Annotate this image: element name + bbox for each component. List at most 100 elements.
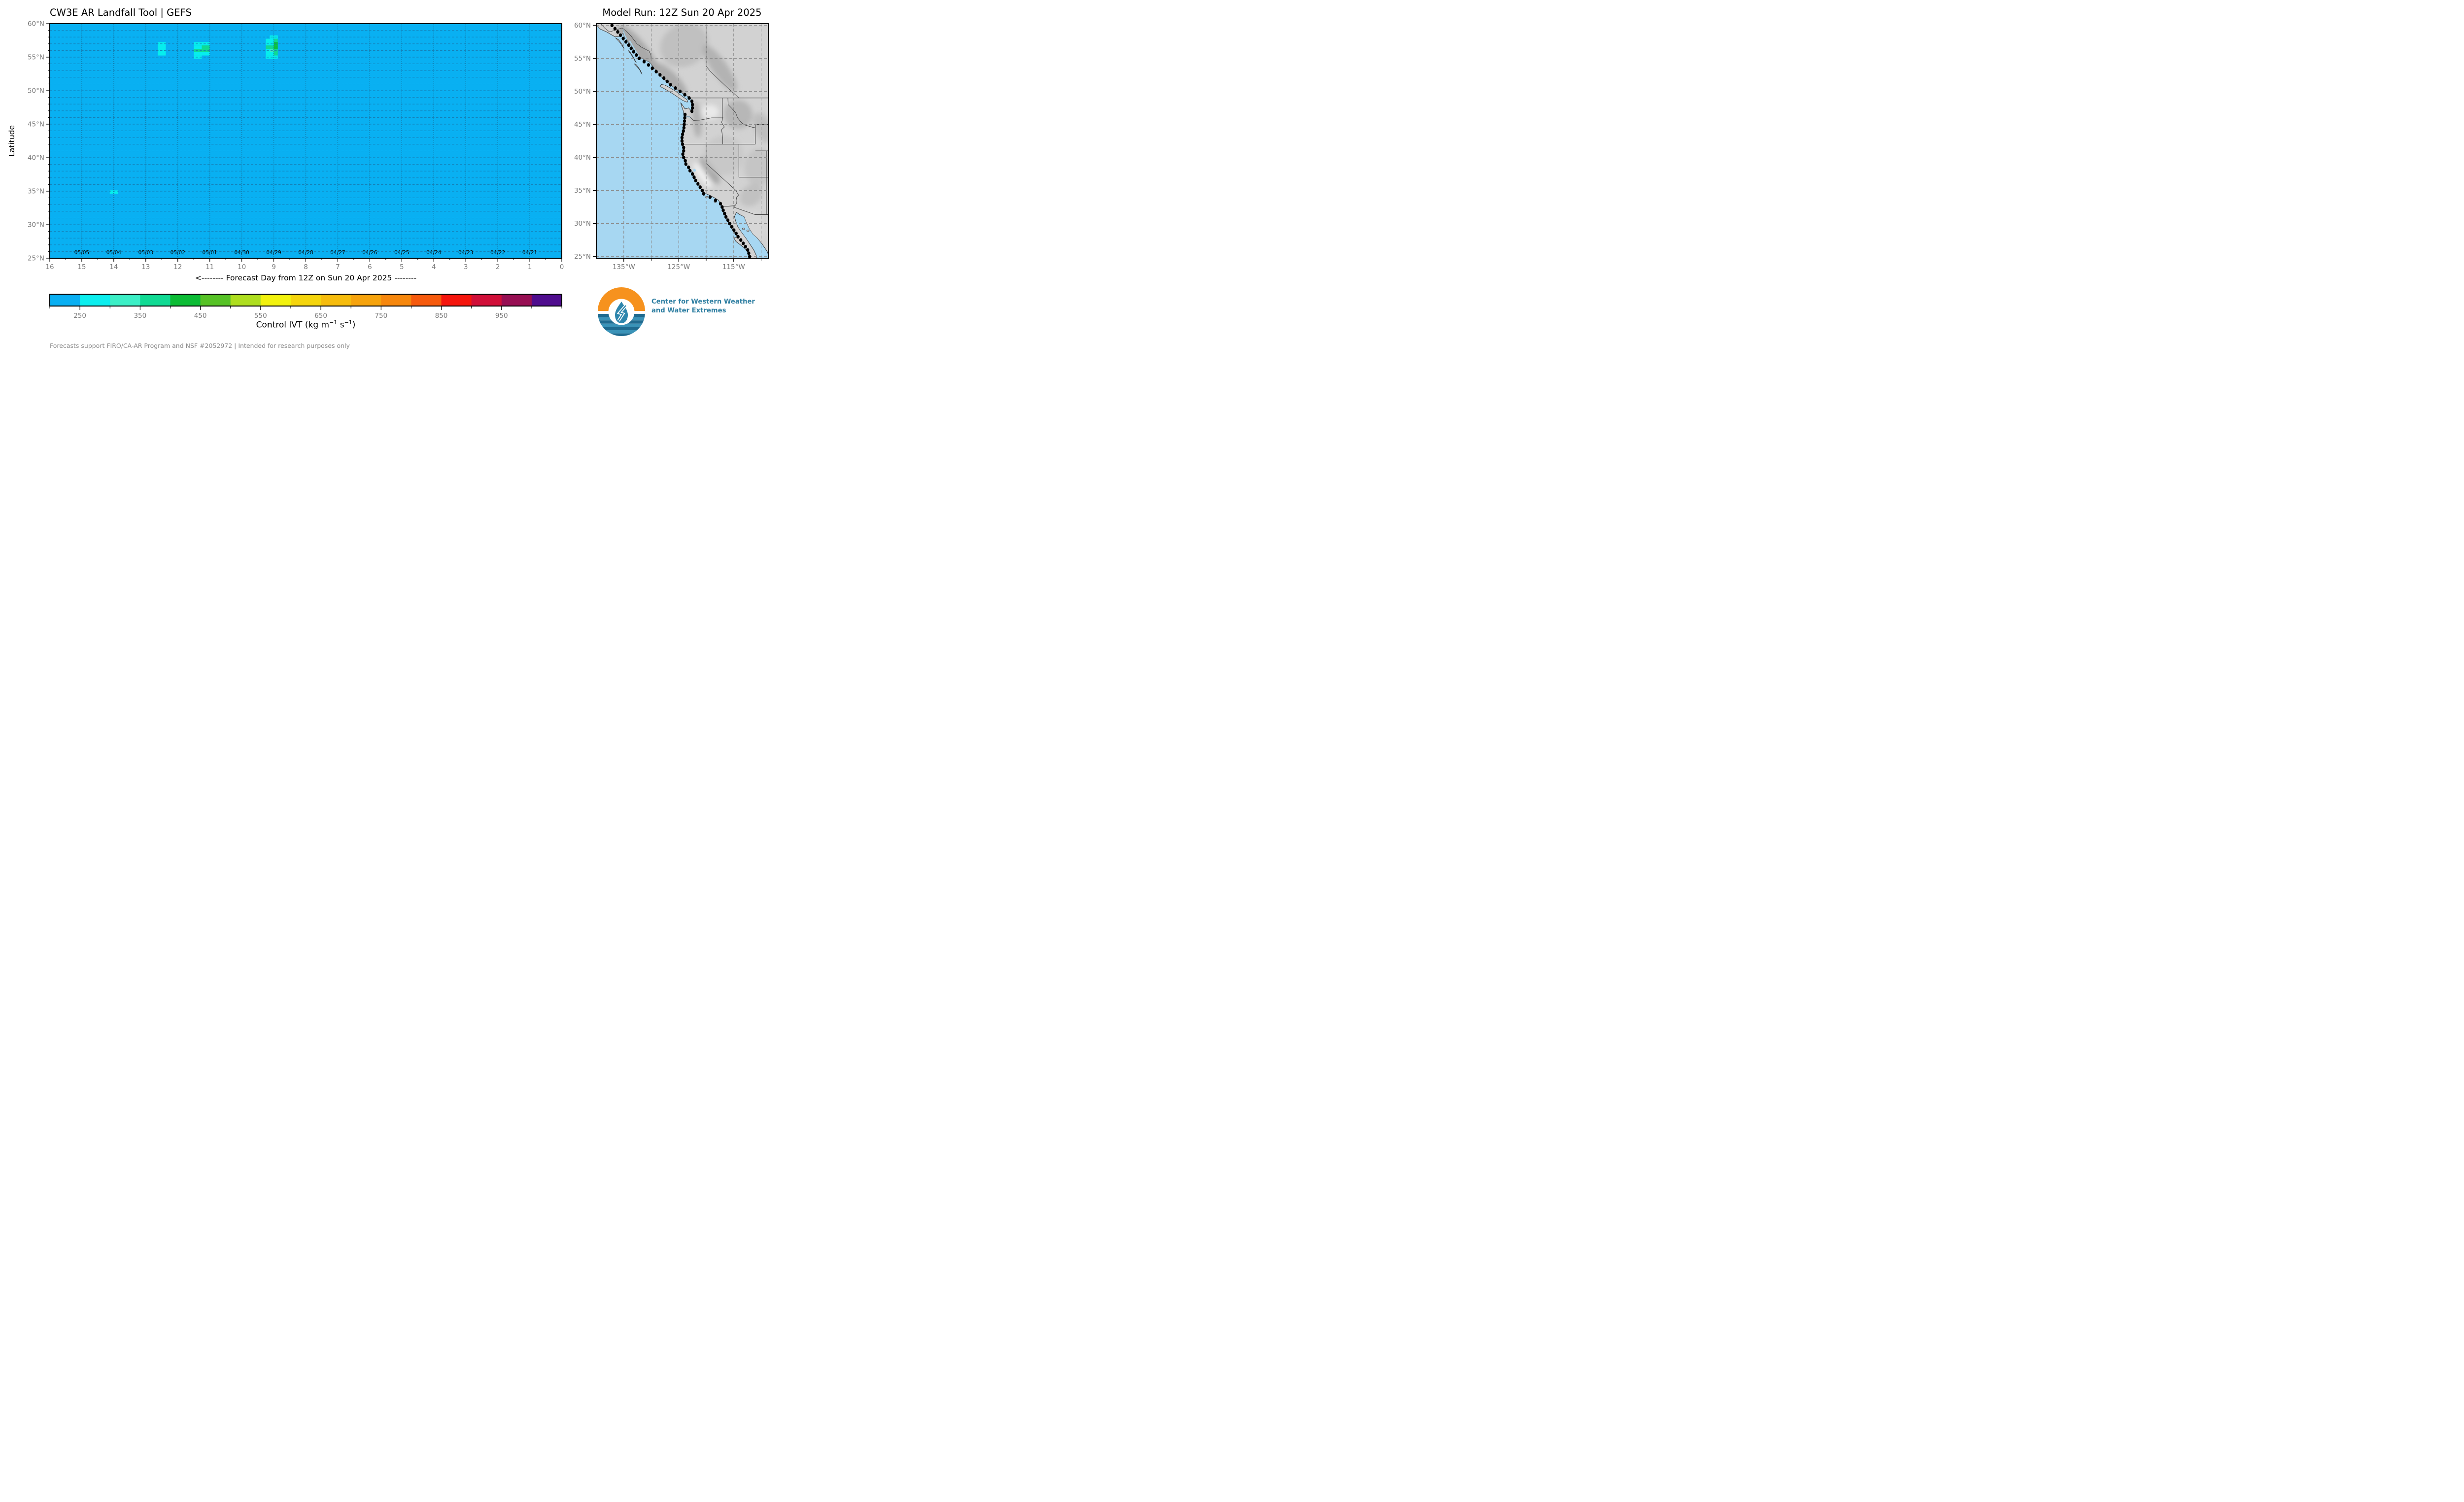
- landfall-point: [624, 40, 628, 44]
- landfall-point: [724, 215, 728, 219]
- landfall-point: [742, 241, 745, 245]
- terrain-patch: [692, 101, 702, 138]
- terrain-shading: [617, 24, 768, 243]
- date-label: 04/28: [298, 250, 313, 256]
- y-tick-label: 40°N: [28, 154, 44, 162]
- date-label: 05/04: [106, 250, 122, 256]
- x-tick-label: 5: [400, 263, 404, 271]
- landfall-point: [682, 126, 686, 130]
- landfall-point: [690, 99, 694, 103]
- landfall-point: [618, 33, 622, 37]
- landfall-point: [669, 83, 672, 87]
- terrain-patch: [700, 157, 720, 184]
- landfall-point: [610, 24, 614, 28]
- landfall-point: [702, 192, 706, 196]
- landfall-point: [746, 248, 750, 252]
- landfall-point: [698, 185, 702, 189]
- map-frame: [596, 23, 769, 259]
- terrain-patch: [617, 25, 658, 72]
- x-tick-label: 16: [45, 263, 54, 271]
- landfall-point: [739, 238, 743, 242]
- colorbar-segment: [471, 294, 502, 306]
- colorbar-segment: [351, 294, 381, 306]
- logo-text-line1: Center for Western Weather: [651, 298, 755, 306]
- x-tick-label: 9: [272, 263, 276, 271]
- x-tick-label: 11: [205, 263, 214, 271]
- landfall-point: [662, 76, 666, 80]
- landfall-point: [683, 112, 687, 117]
- landfall-point: [650, 66, 654, 70]
- colorbar-label: Control IVT (kg m−1 s−1): [50, 319, 562, 330]
- logo-stripe: [598, 333, 645, 336]
- ivt-cell: [274, 38, 278, 42]
- map-y-tick-label: 35°N: [574, 187, 591, 195]
- landfall-point: [714, 198, 718, 203]
- colorbar-segment: [170, 294, 201, 306]
- map-y-tick-label: 40°N: [574, 154, 591, 162]
- colorbar-tick-label: 350: [134, 312, 146, 320]
- small-island: [705, 196, 709, 198]
- landfall-point: [678, 89, 682, 94]
- map-panel: 60°N 55°N 50°N 45°N 40°N 35°N 30°N 25°N 135°W 125…: [574, 22, 769, 271]
- landfall-point: [658, 73, 662, 77]
- y-tick-label: 30°N: [28, 221, 44, 229]
- x-tick-label: 13: [141, 263, 150, 271]
- date-label: 04/24: [426, 250, 442, 256]
- landfall-point: [613, 27, 617, 31]
- x-tick-label: 0: [560, 263, 564, 271]
- map-y-tick-label: 50°N: [574, 88, 591, 96]
- x-tick-label: 10: [238, 263, 246, 271]
- landfall-point: [708, 195, 712, 199]
- landfall-point: [682, 149, 685, 153]
- island: [659, 84, 688, 102]
- map-y-tick-label: 45°N: [574, 121, 591, 129]
- ivt-cell: [266, 42, 274, 46]
- colorbar-label-mid: s: [337, 320, 344, 330]
- date-label: 04/21: [522, 250, 537, 256]
- landfall-point: [734, 232, 738, 236]
- colorbar-segment: [501, 294, 532, 306]
- island: [634, 63, 643, 74]
- colorbar-segment: [230, 294, 261, 306]
- landfall-point: [627, 43, 630, 47]
- main-chart-title: CW3E AR Landfall Tool | GEFS: [50, 7, 192, 18]
- landfall-point: [688, 169, 692, 173]
- landfall-point: [647, 63, 650, 67]
- landfall-point: [632, 50, 636, 54]
- x-tick-label: 1: [528, 263, 532, 271]
- landfall-point: [684, 159, 687, 163]
- map-x-tick-label: 135°W: [613, 263, 635, 271]
- political-border: [600, 24, 651, 61]
- colorbar-label-sup1: −1: [329, 319, 338, 326]
- x-tick-label: 6: [368, 263, 372, 271]
- landfall-point: [616, 30, 619, 34]
- colorbar-segment: [290, 294, 321, 306]
- landfall-point: [683, 119, 686, 123]
- cw3e-logo: [598, 287, 645, 336]
- date-label: 04/22: [490, 250, 505, 256]
- map-y-tick-label: 30°N: [574, 220, 591, 228]
- landfall-point: [690, 102, 694, 106]
- landfall-point: [728, 221, 731, 226]
- colorbar-label-sup2: −1: [344, 319, 352, 326]
- y-tick-label: 55°N: [28, 54, 44, 62]
- date-label: 04/25: [394, 250, 409, 256]
- y-tick-label: 50°N: [28, 87, 44, 95]
- landfall-point: [732, 228, 736, 232]
- political-border: [706, 24, 739, 99]
- y-tick-label: 60°N: [28, 20, 44, 28]
- colorbar-segment: [381, 294, 411, 306]
- terrain-patch: [701, 104, 719, 119]
- date-label: 04/29: [266, 250, 281, 256]
- footer-disclaimer: Forecasts support FIRO/CA-AR Program and…: [50, 342, 350, 349]
- ivt-cell: [158, 42, 166, 56]
- date-label: 04/23: [458, 250, 473, 256]
- ivt-cell: [274, 52, 278, 56]
- colorbar-segment: [321, 294, 351, 306]
- landfall-point: [629, 46, 633, 50]
- colorbar-tick-label: 650: [314, 312, 327, 320]
- map-x-tick-label: 125°W: [667, 263, 690, 271]
- landfall-point: [637, 56, 641, 61]
- landfall-point: [726, 218, 730, 222]
- logo-stripe: [598, 330, 645, 334]
